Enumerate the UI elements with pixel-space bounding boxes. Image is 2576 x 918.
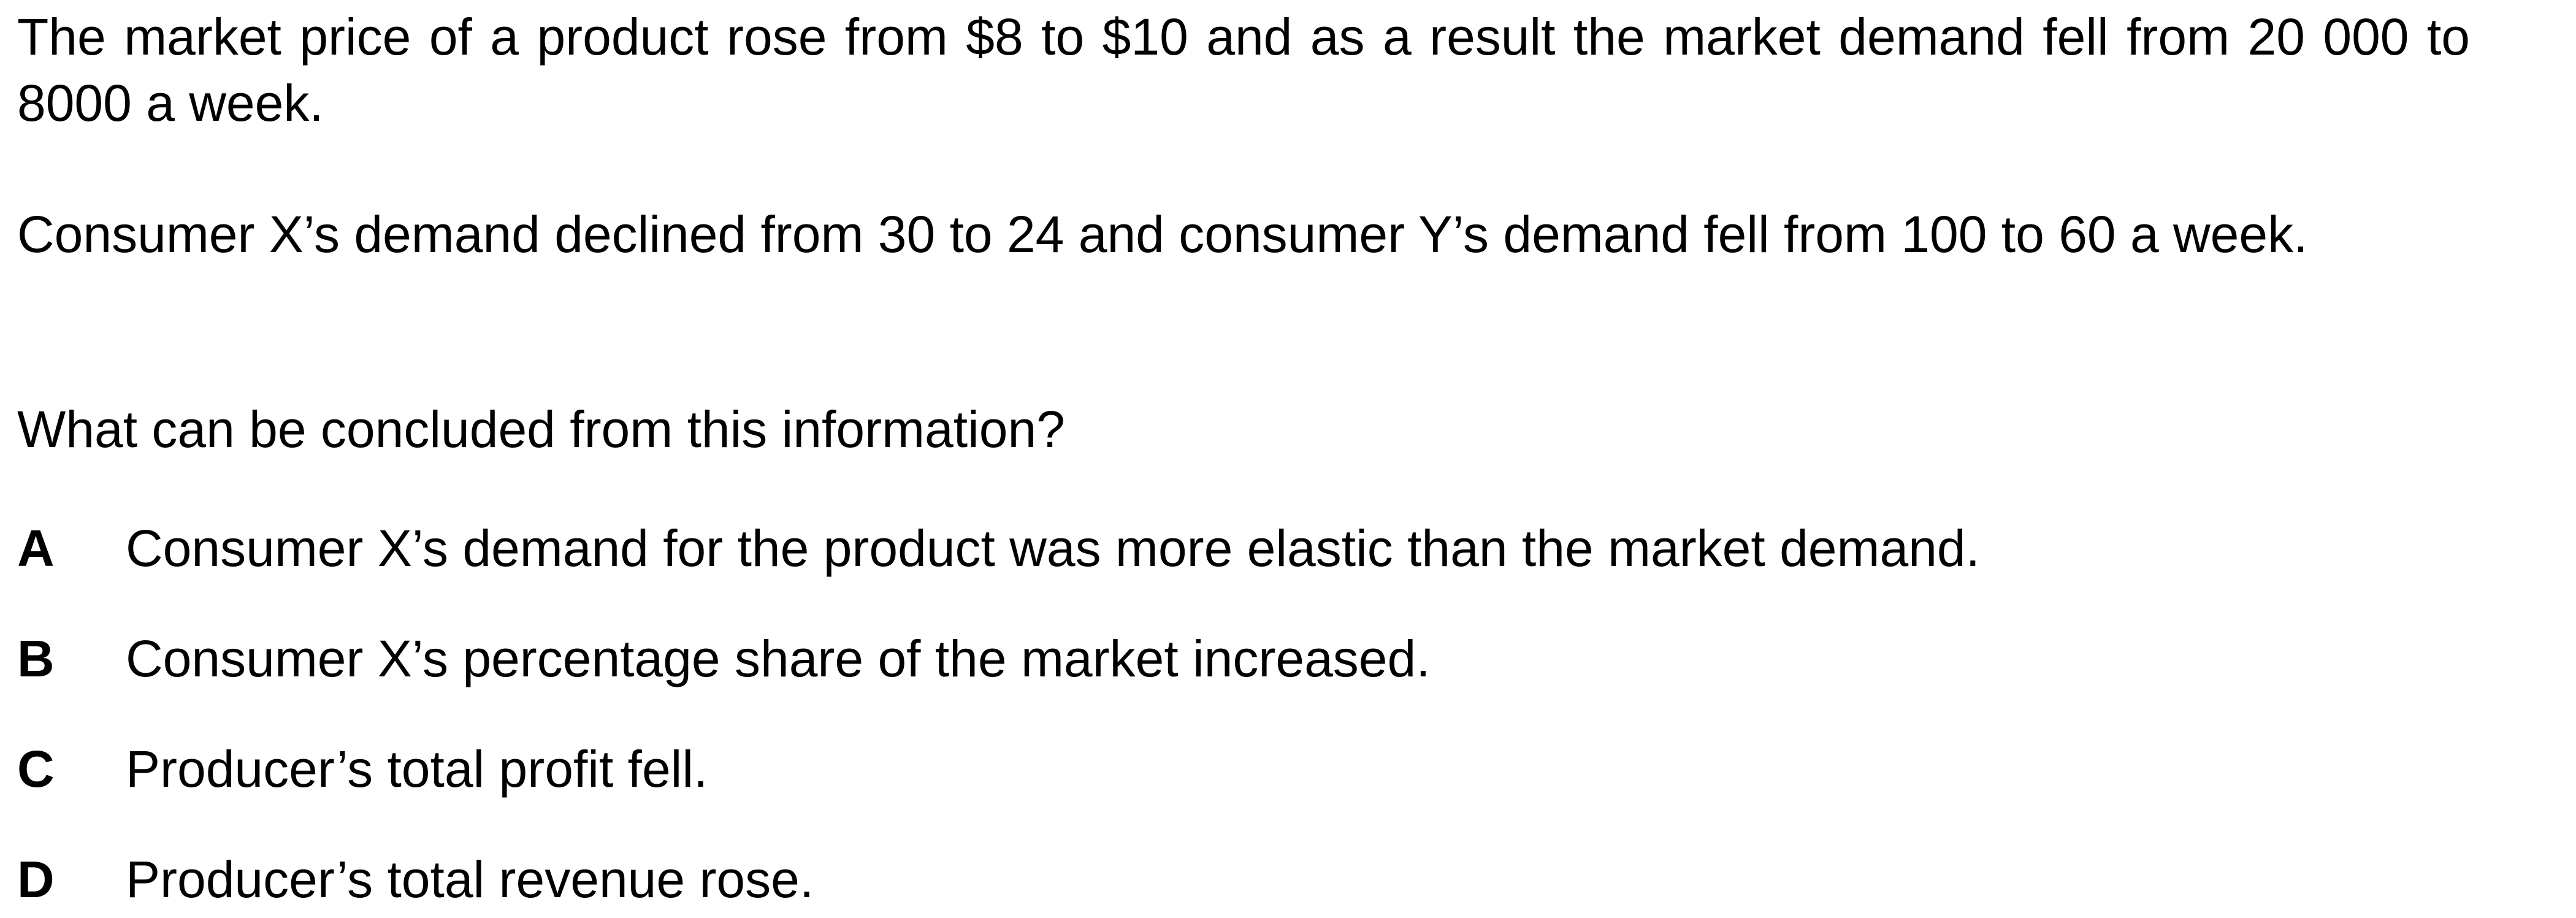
option-text: Consumer X’s demand for the product was … [126,519,1980,577]
option-letter: C [17,740,55,798]
option-letter: A [17,519,55,577]
option-letter: D [17,851,55,908]
option-letter: B [17,630,55,687]
question-paragraph-market: The market price of a product rose from … [17,8,2470,132]
question-paragraph-consumers: Consumer X’s demand declined from 30 to … [17,205,2308,263]
option-text: Consumer X’s percentage share of the mar… [126,630,1431,687]
option-text: Producer’s total profit fell. [126,740,708,798]
option-text: Producer’s total revenue rose. [126,851,814,908]
question-prompt: What can be concluded from this informat… [17,400,1065,458]
